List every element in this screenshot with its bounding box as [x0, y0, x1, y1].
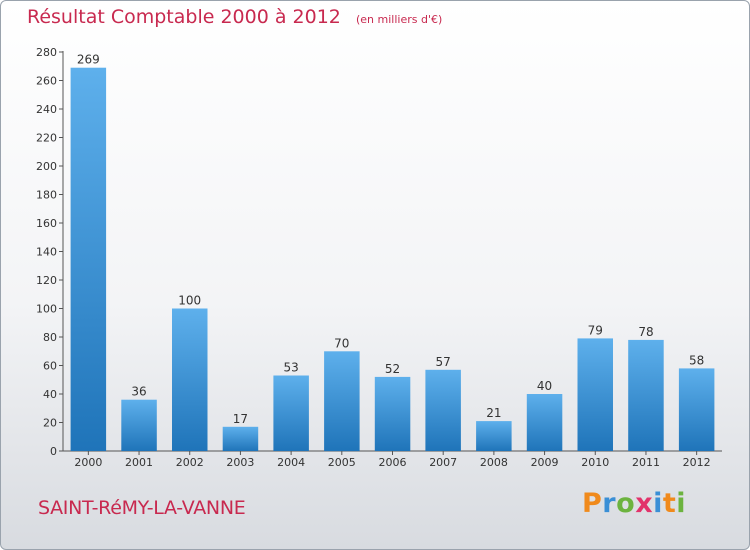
bar-2009: [526, 394, 563, 451]
data-label-2003: 17: [233, 412, 248, 426]
bar-2004: [273, 375, 309, 451]
y-tick-label: 180: [36, 189, 57, 202]
x-tick-label-2003: 2003: [226, 456, 254, 469]
data-label-2011: 78: [638, 325, 653, 339]
y-tick-label: 280: [36, 46, 57, 59]
x-tick-label-2005: 2005: [328, 456, 356, 469]
data-label-2010: 79: [588, 323, 603, 337]
bar-2002: [172, 308, 208, 451]
y-tick-label: 0: [50, 445, 57, 458]
data-label-2004: 53: [283, 360, 298, 374]
y-tick-label: 80: [43, 331, 57, 344]
bar-2010: [577, 338, 613, 451]
x-tick-label-2012: 2012: [683, 456, 711, 469]
proxiti-logo: Proxiti: [582, 488, 686, 519]
data-label-2012: 58: [689, 353, 704, 367]
x-tick-label-2004: 2004: [277, 456, 305, 469]
chart-bars: [70, 67, 715, 452]
chart-unit: (en milliers d'€): [355, 13, 443, 26]
data-label-2009: 40: [537, 379, 552, 393]
y-tick-label: 240: [36, 103, 57, 116]
y-tick-label: 200: [36, 160, 57, 173]
chart-x-tick-labels: 2000 2001 2002 2003 2004 2005 2006 2007 2008 2009…: [74, 456, 710, 469]
logo-letter: r: [602, 488, 617, 519]
data-label-2001: 36: [131, 385, 146, 399]
x-tick-label-2000: 2000: [74, 456, 102, 469]
logo-letter: x: [635, 488, 654, 519]
bar-2000: [70, 67, 107, 451]
x-tick-label-2011: 2011: [632, 456, 660, 469]
logo-letter: o: [616, 488, 636, 519]
chart-data-labels: 269 36 100 17 53 70 52 57 21 40 79 78 58: [77, 53, 704, 426]
y-tick-label: 120: [36, 274, 57, 287]
bar-2012: [678, 368, 715, 451]
logo-letter: i: [653, 488, 663, 519]
bar-2011: [628, 339, 664, 451]
y-tick-label: 160: [36, 217, 57, 230]
bar-2007: [425, 369, 461, 451]
y-tick-label: 60: [43, 360, 57, 373]
chart-y-tick-labels: 0 20 40 60 80 100 120 140 160 180 200 220 240 260 280: [36, 46, 57, 458]
bar-2008: [476, 421, 512, 451]
chart-title-row: Résultat Comptable 2000 à 2012 (en milli…: [27, 6, 442, 28]
y-tick-label: 260: [36, 75, 57, 88]
data-label-2005: 70: [334, 336, 349, 350]
data-label-2000: 269: [77, 53, 100, 67]
commune-name: SAINT-RéMY-LA-VANNE: [38, 497, 246, 519]
y-tick-label: 20: [43, 417, 57, 430]
data-label-2002: 100: [178, 294, 201, 308]
data-label-2006: 52: [385, 362, 400, 376]
x-tick-label-2002: 2002: [176, 456, 204, 469]
y-tick-label: 220: [36, 132, 57, 145]
x-tick-label-2008: 2008: [480, 456, 508, 469]
x-tick-label-2006: 2006: [379, 456, 407, 469]
bar-2005: [324, 351, 360, 452]
x-tick-label-2007: 2007: [429, 456, 457, 469]
x-tick-label-2001: 2001: [125, 456, 153, 469]
y-tick-label: 140: [36, 246, 57, 259]
bar-2006: [374, 376, 411, 451]
x-tick-label-2009: 2009: [531, 456, 559, 469]
y-tick-label: 100: [36, 303, 57, 316]
y-tick-label: 40: [43, 388, 57, 401]
bar-2001: [121, 399, 157, 451]
bar-2003: [222, 426, 259, 451]
data-label-2007: 57: [436, 355, 451, 369]
x-tick-label-2010: 2010: [581, 456, 609, 469]
chart-title: Résultat Comptable 2000 à 2012: [27, 6, 341, 28]
data-label-2008: 21: [486, 406, 501, 420]
logo-letter: P: [582, 488, 603, 519]
logo-letter: i: [676, 488, 687, 519]
logo-letter: t: [662, 488, 677, 519]
